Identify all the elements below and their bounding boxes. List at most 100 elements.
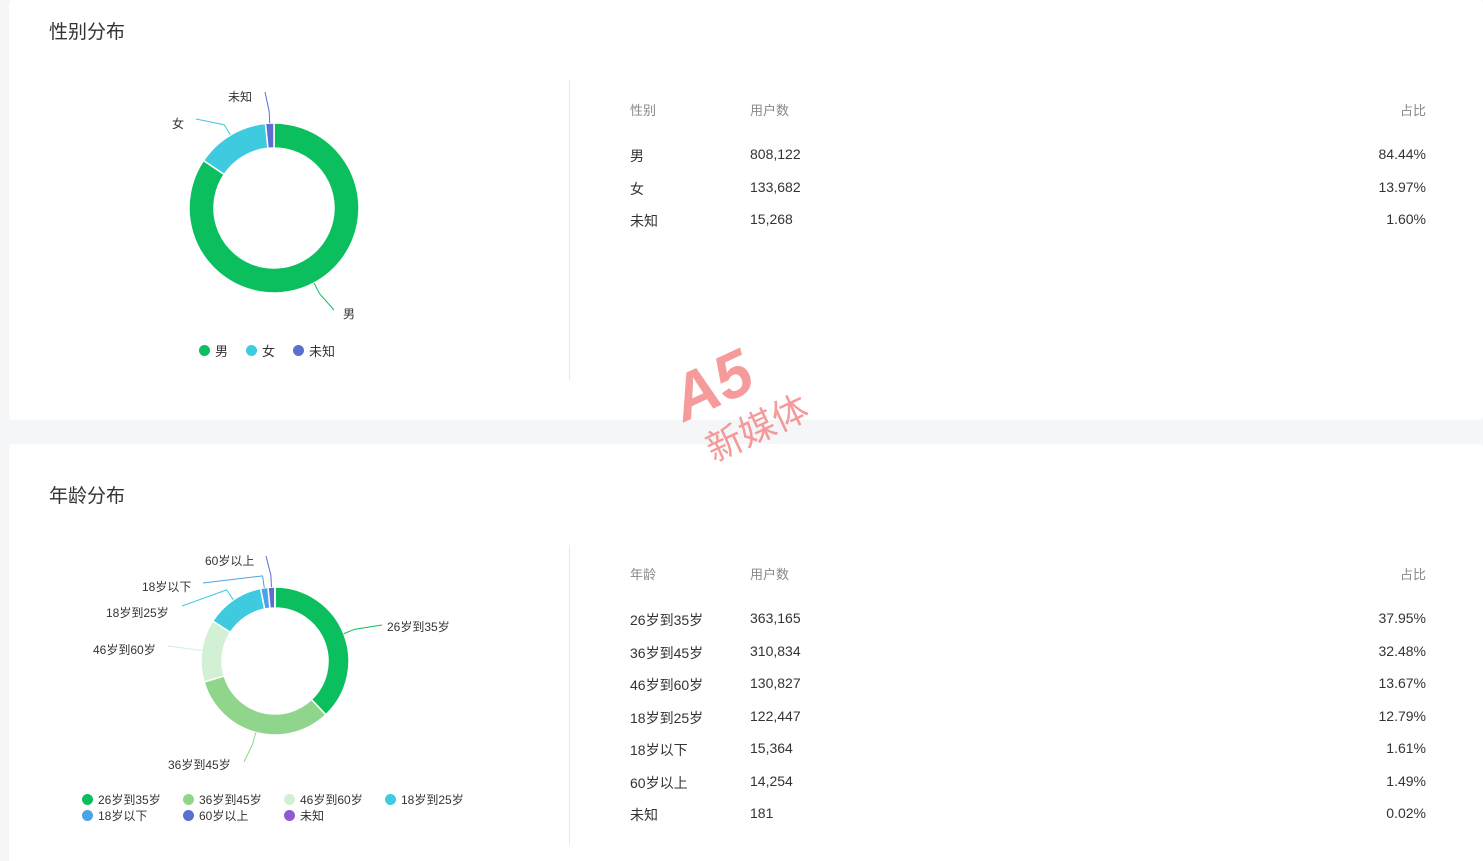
- row-pct: 1.49%: [1386, 772, 1426, 789]
- row-label: 46岁到60岁: [630, 677, 704, 693]
- row-pct: 1.60%: [1386, 211, 1426, 227]
- row-pct: 84.44%: [1378, 146, 1426, 162]
- divider: [569, 80, 570, 380]
- row-count: 15,364: [750, 740, 793, 756]
- table-row: 26岁到35岁 363,165 37.95%: [630, 610, 1426, 630]
- legend-item[interactable]: 女: [246, 342, 276, 359]
- legend-dot-icon: [82, 793, 93, 805]
- divider: [569, 545, 570, 845]
- legend-item[interactable]: 18岁以下: [82, 807, 166, 823]
- row-pct: 12.79%: [1378, 707, 1426, 724]
- age-title: 年龄分布: [49, 486, 126, 507]
- donut-slice[interactable]: [188, 122, 360, 294]
- leader-line: [243, 732, 257, 763]
- legend-dot-icon: [199, 344, 210, 356]
- legend-label: 26岁到35岁: [98, 792, 161, 807]
- leader-line: [195, 118, 231, 136]
- age-legend: 26岁到35岁 36岁到45岁 46岁到60岁 18岁到25岁 18岁以下 60岁以上 未知: [82, 791, 502, 823]
- legend-dot-icon: [246, 344, 258, 356]
- table-row: 未知 181 0.02%: [630, 805, 1426, 825]
- row-pct: 32.48%: [1378, 642, 1426, 659]
- legend-item[interactable]: 男: [199, 342, 229, 359]
- table-header: 年龄 用户数 占比: [630, 564, 1426, 584]
- table-header: 性别 用户数 占比: [630, 100, 1426, 120]
- donut-slice[interactable]: [267, 586, 276, 610]
- slice-label: 60岁以上: [205, 554, 255, 568]
- legend-item[interactable]: 未知: [284, 807, 368, 823]
- row-count: 133,682: [750, 179, 801, 195]
- legend-label: 46岁到60岁: [300, 792, 363, 807]
- donut-slice[interactable]: [274, 586, 350, 716]
- donut-slice[interactable]: [202, 122, 269, 176]
- legend-dot-icon: [284, 809, 295, 821]
- donut-slice[interactable]: [211, 587, 266, 634]
- table-row: 未知 15,268 1.60%: [630, 211, 1426, 231]
- leader-line: [181, 589, 234, 607]
- row-count: 14,254: [750, 772, 793, 789]
- leader-line: [264, 91, 271, 124]
- slice-label: 36岁到45岁: [168, 758, 231, 772]
- row-count: 122,447: [750, 707, 801, 724]
- row-pct: 0.02%: [1386, 805, 1426, 821]
- table-row: 男 808,122 84.44%: [630, 146, 1426, 166]
- donut-slice[interactable]: [264, 122, 275, 150]
- gender-title: 性别分布: [49, 22, 126, 43]
- header-gender: 性别: [630, 103, 657, 118]
- slice-label: 女: [172, 117, 185, 131]
- row-pct: 1.61%: [1386, 740, 1426, 756]
- slice-label: 18岁以下: [142, 580, 192, 594]
- legend-dot-icon: [385, 793, 396, 805]
- legend-dot-icon: [284, 793, 295, 805]
- row-pct: 37.95%: [1378, 610, 1426, 626]
- row-pct: 13.97%: [1378, 179, 1426, 195]
- legend-label: 18岁以下: [98, 808, 148, 823]
- age-card: 年龄分布 年龄 用户数 占比 26岁到35岁 363,165 37.95% 36岁到4…: [9, 444, 1483, 861]
- row-label: 36岁到45岁: [630, 644, 704, 661]
- header-users: 用户数: [750, 567, 790, 582]
- legend-label: 未知: [300, 808, 325, 823]
- row-count: 181: [750, 805, 774, 821]
- legend-label: 女: [262, 343, 276, 359]
- legend-item[interactable]: 46岁到60岁: [284, 791, 368, 807]
- row-label: 女: [630, 181, 644, 197]
- row-label: 26岁到35岁: [630, 612, 704, 628]
- legend-item[interactable]: 18岁到25岁: [385, 791, 469, 807]
- legend-item[interactable]: 36岁到45岁: [183, 791, 267, 807]
- header-users: 用户数: [750, 103, 790, 118]
- legend-dot-icon: [82, 809, 93, 821]
- header-age: 年龄: [630, 567, 657, 582]
- legend-item[interactable]: 26岁到35岁: [82, 791, 166, 807]
- gender-legend: 男 女 未知: [199, 342, 353, 359]
- row-label: 未知: [630, 807, 658, 823]
- legend-item[interactable]: 60岁以上: [183, 807, 267, 823]
- row-count: 808,122: [750, 146, 801, 162]
- legend-label: 18岁到25岁: [401, 792, 464, 807]
- row-count: 130,827: [750, 675, 801, 691]
- donut-slice[interactable]: [203, 675, 327, 736]
- legend-item[interactable]: 未知: [293, 342, 336, 359]
- row-count: 363,165: [750, 610, 801, 626]
- legend-label: 60岁以上: [199, 808, 249, 823]
- leader-line: [313, 282, 335, 311]
- slice-label: 男: [343, 307, 356, 321]
- table-row: 女 133,682 13.97%: [630, 179, 1426, 199]
- header-pct: 占比: [1399, 103, 1426, 118]
- slice-label: 26岁到35岁: [387, 620, 450, 634]
- row-count: 310,834: [750, 642, 801, 659]
- row-label: 60岁以上: [630, 774, 688, 791]
- leader-line: [265, 555, 272, 588]
- row-label: 未知: [630, 213, 658, 229]
- table-row: 18岁到25岁 122,447 12.79%: [630, 708, 1426, 728]
- row-label: 18岁以下: [630, 742, 688, 758]
- legend-label: 36岁到45岁: [199, 792, 262, 807]
- leader-line: [343, 624, 383, 635]
- row-count: 15,268: [750, 211, 793, 227]
- legend-label: 未知: [309, 343, 336, 359]
- table-row: 36岁到45岁 310,834 32.48%: [630, 643, 1426, 663]
- legend-label: 男: [215, 343, 229, 359]
- slice-label: 未知: [228, 90, 253, 104]
- slice-label: 46岁到60岁: [93, 643, 156, 657]
- slice-label: 18岁到25岁: [106, 606, 169, 620]
